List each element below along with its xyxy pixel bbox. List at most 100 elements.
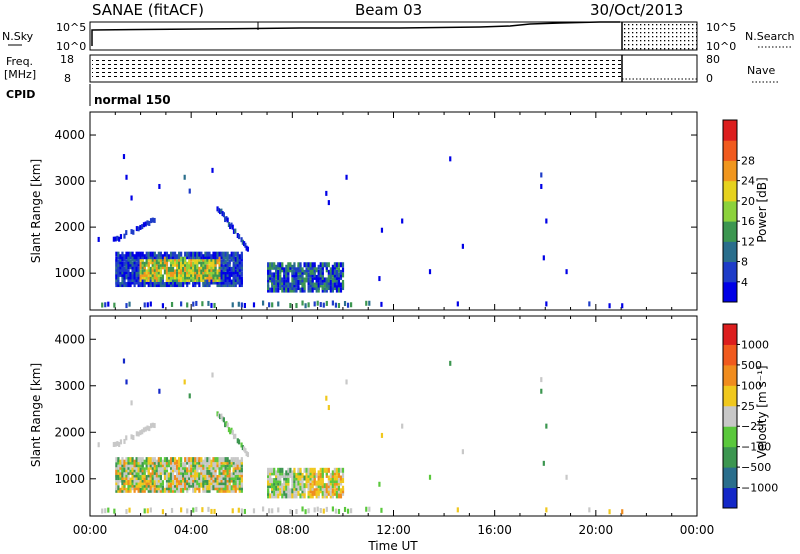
power-cell	[158, 183, 161, 189]
power-cell	[165, 279, 169, 285]
velocity-cell	[137, 464, 140, 470]
colorbar-tick-label: −1000	[741, 482, 778, 495]
power-cell	[226, 271, 229, 277]
velocity-cell	[212, 480, 215, 486]
velocity-cell	[315, 483, 318, 489]
velocity-cell	[238, 487, 241, 493]
velocity-cell	[325, 467, 328, 473]
power-cell	[149, 218, 153, 224]
velocity-cell	[133, 475, 136, 481]
power-cell	[234, 276, 237, 282]
power-cell	[214, 251, 217, 257]
velocity-cell	[565, 474, 568, 480]
velocity-cell	[285, 470, 288, 476]
power-cell	[155, 274, 158, 280]
power-cell	[135, 274, 138, 280]
power-cell	[220, 274, 223, 280]
velocity-cell	[226, 459, 229, 465]
velocity-cell	[329, 485, 332, 491]
power-cell	[141, 259, 144, 265]
velocity-cell	[165, 487, 169, 493]
power-cell	[190, 261, 193, 267]
power-cell	[221, 211, 224, 217]
power-cell	[151, 259, 154, 265]
power-cell	[301, 300, 304, 306]
power-cell	[180, 276, 183, 282]
velocity-cell	[227, 427, 231, 433]
power-cell	[222, 212, 225, 218]
power-cell	[428, 269, 432, 275]
power-cell	[216, 256, 219, 262]
power-cell	[315, 285, 318, 291]
power-cell	[115, 282, 118, 288]
power-cell	[275, 287, 278, 293]
velocity-cell	[192, 469, 195, 475]
velocity-cell	[159, 457, 163, 463]
velocity-cell	[319, 508, 322, 514]
velocity-cell	[115, 467, 118, 473]
power-cell	[125, 282, 128, 288]
velocity-cell	[301, 488, 304, 494]
velocity-cell	[182, 467, 185, 473]
velocity-cell	[287, 472, 290, 478]
velocity-cell	[139, 457, 142, 463]
velocity-cell	[180, 475, 183, 481]
velocity-cell	[153, 472, 156, 478]
velocity-cell	[121, 472, 124, 478]
velocity-cell	[175, 480, 179, 486]
velocity-cell	[333, 490, 337, 496]
colorbar-tick-label: 28	[741, 154, 755, 167]
power-cell	[137, 251, 140, 257]
power-cell	[337, 287, 341, 293]
power-cell	[212, 264, 215, 270]
power-cell	[121, 266, 124, 272]
velocity-cell	[301, 485, 304, 491]
velocity-cell	[295, 483, 298, 489]
velocity-cell	[125, 469, 128, 475]
velocity-cell	[208, 485, 211, 491]
power-cell	[143, 271, 146, 277]
velocity-cell	[143, 469, 146, 475]
velocity-cell	[182, 487, 185, 493]
power-cell	[208, 276, 211, 282]
velocity-cell	[317, 493, 320, 499]
power-cell	[335, 262, 339, 268]
velocity-cell	[145, 457, 148, 463]
power-cell	[196, 276, 199, 282]
velocity-cell	[125, 472, 128, 478]
velocity-cell	[188, 480, 191, 486]
power-cell	[173, 251, 177, 257]
power-cell	[285, 267, 288, 273]
power-cell	[236, 269, 239, 275]
velocity-cell	[155, 485, 158, 491]
velocity-cell	[206, 457, 209, 463]
velocity-cell	[285, 490, 288, 496]
velocity-cell	[228, 459, 231, 465]
power-cell	[131, 256, 134, 262]
power-cell	[218, 259, 221, 265]
power-cell	[267, 285, 270, 291]
power-cell	[297, 264, 300, 270]
velocity-cell	[125, 435, 128, 441]
power-cell	[228, 274, 231, 280]
velocity-cell	[325, 485, 328, 491]
power-cell	[171, 251, 175, 257]
power-cell	[214, 276, 217, 282]
power-cell	[313, 272, 316, 278]
power-cell	[198, 266, 201, 272]
velocity-cell	[208, 464, 211, 470]
power-cell	[269, 274, 272, 280]
power-cell	[220, 271, 223, 277]
velocity-cell	[208, 472, 211, 478]
velocity-cell	[178, 472, 181, 478]
velocity-cell	[222, 472, 225, 478]
power-cell	[206, 251, 209, 257]
velocity-cell	[184, 485, 187, 491]
power-cell	[378, 276, 381, 282]
power-cell	[180, 264, 183, 270]
velocity-cell	[192, 485, 195, 491]
velocity-cell	[309, 467, 312, 473]
velocity-cell	[135, 485, 138, 491]
power-cell	[178, 266, 181, 272]
power-cell	[167, 271, 171, 277]
